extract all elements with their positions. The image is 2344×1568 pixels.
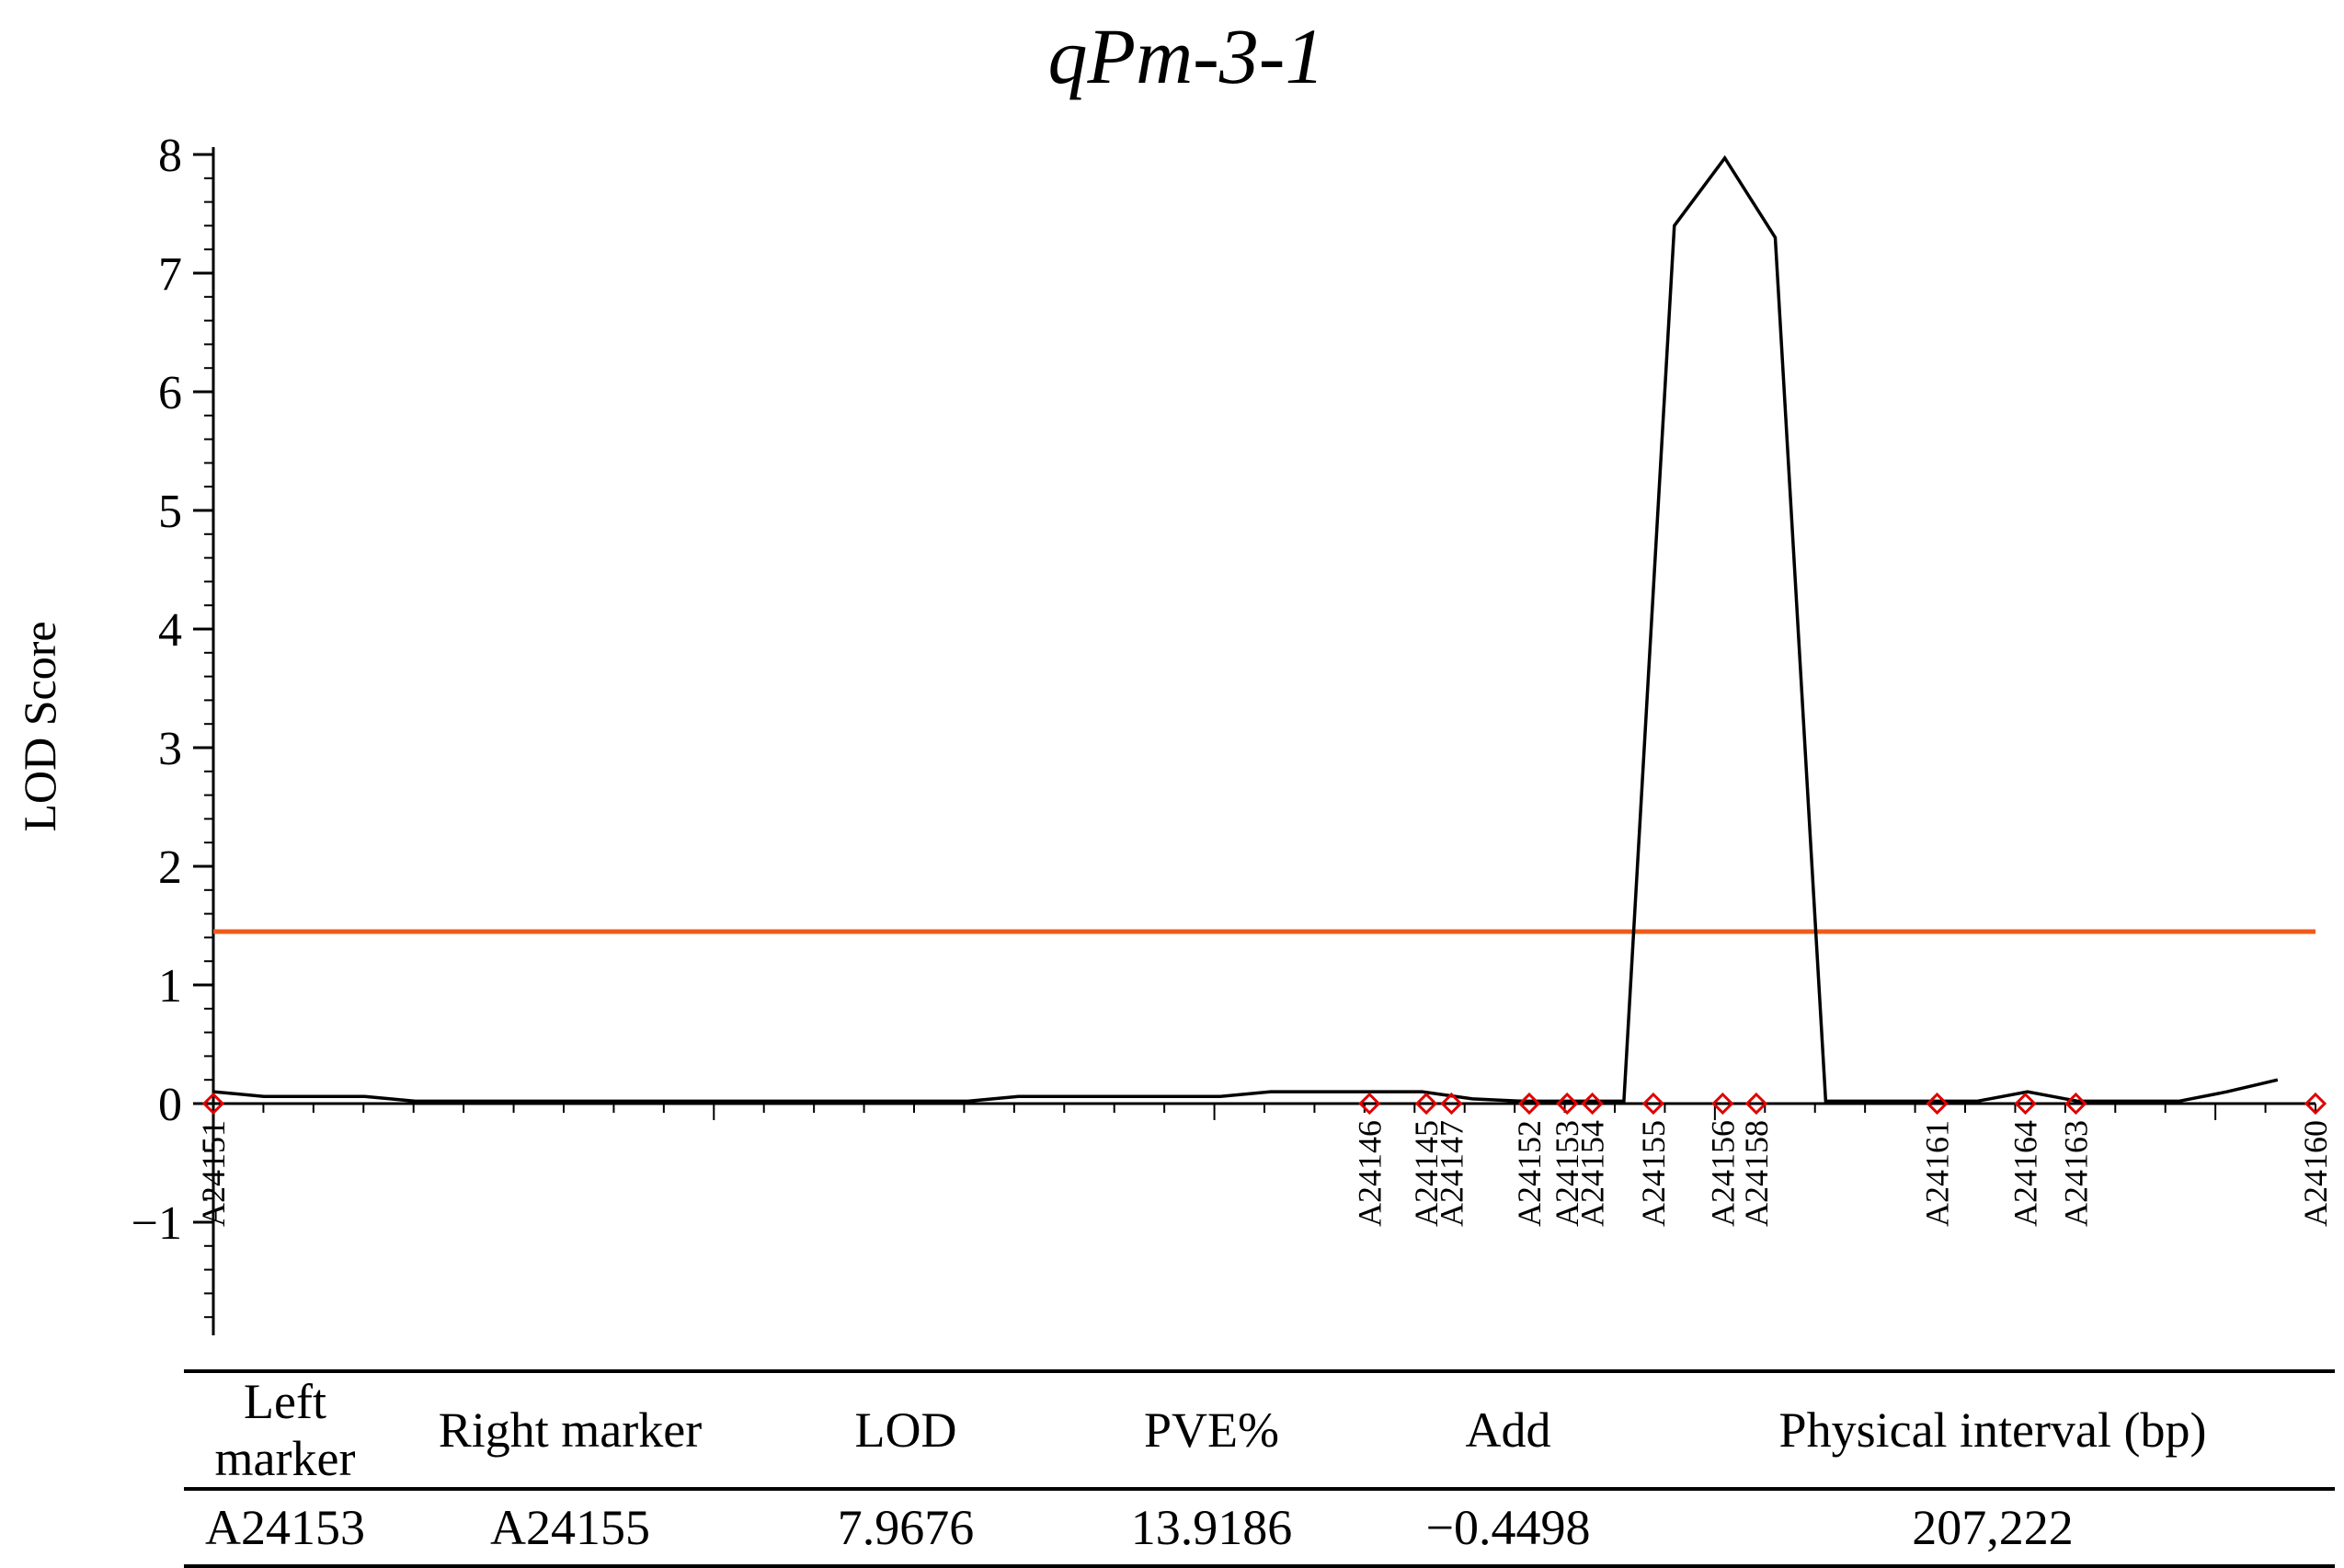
marker-label: A24161 — [1919, 1120, 1956, 1227]
y-tick-label: 8 — [158, 130, 182, 182]
chart-title: qPm-3-1 — [1048, 12, 1325, 100]
table-header-row: Left marker Right marker LOD PVE% Add Ph… — [184, 1371, 2335, 1489]
y-tick-label: 4 — [158, 604, 182, 657]
marker-label: A24152 — [1511, 1120, 1548, 1227]
marker-diamond — [1358, 1092, 1381, 1116]
cell-pve: 13.9186 — [1130, 1500, 1293, 1555]
cell-lod: 7.9676 — [837, 1500, 975, 1555]
cell-right-marker: A24155 — [490, 1500, 650, 1555]
marker-label: A24155 — [1635, 1120, 1672, 1227]
marker-label: A24160 — [2297, 1120, 2334, 1227]
marker-diamond — [2014, 1092, 2037, 1116]
y-tick-label: 2 — [158, 841, 182, 894]
marker-diamond — [201, 1092, 225, 1116]
marker-label: A24145 — [1408, 1120, 1445, 1227]
header-physical-interval: Physical interval (bp) — [1778, 1402, 2207, 1458]
marker-label: A24164 — [2007, 1120, 2044, 1227]
marker-diamond — [1414, 1092, 1438, 1116]
y-tick-label: 1 — [158, 960, 182, 1013]
marker-label: A24146 — [1351, 1120, 1388, 1227]
header-lod: LOD — [854, 1402, 957, 1458]
y-tick-label: −1 — [131, 1197, 182, 1250]
marker-label: A24156 — [1704, 1120, 1741, 1227]
marker-label: A24151 — [195, 1120, 232, 1227]
header-right-marker: Right marker — [438, 1402, 703, 1458]
header-left-marker: Left marker — [214, 1374, 356, 1486]
marker-diamond — [1744, 1092, 1768, 1116]
marker-diamond — [1926, 1092, 1949, 1116]
header-pve: PVE% — [1144, 1402, 1279, 1458]
marker-diamond — [1581, 1092, 1604, 1116]
y-tick-label: 3 — [158, 723, 182, 775]
y-tick-label: 7 — [158, 248, 182, 301]
marker-diamond — [1641, 1092, 1665, 1116]
header-add: Add — [1465, 1402, 1551, 1458]
marker-label: A24163 — [2057, 1120, 2094, 1227]
cell-physical-interval: 207,222 — [1912, 1500, 2074, 1555]
marker-diamond — [1517, 1092, 1541, 1116]
cell-add: −0.4498 — [1425, 1500, 1591, 1555]
marker-diamond — [2064, 1092, 2087, 1116]
cell-left-marker: A24153 — [205, 1500, 365, 1555]
lod-series-line — [212, 155, 2279, 1104]
marker-label: A24147 — [1433, 1120, 1469, 1227]
marker-label: A24158 — [1738, 1120, 1775, 1227]
y-tick-label: 5 — [158, 486, 182, 538]
y-axis-label: LOD Score — [14, 621, 65, 831]
marker-diamond — [1556, 1092, 1579, 1116]
table-row: A24153 A24155 7.9676 13.9186 −0.4498 207… — [184, 1489, 2335, 1566]
y-tick-label: 0 — [158, 1079, 182, 1131]
marker-label: A24153 — [1549, 1120, 1585, 1227]
y-tick-label: 6 — [158, 367, 182, 419]
marker-label: A24154 — [1574, 1120, 1611, 1227]
marker-diamond — [1440, 1092, 1463, 1116]
marker-diamond — [2304, 1092, 2327, 1116]
qtl-results-table: Left marker Right marker LOD PVE% Add Ph… — [184, 1369, 2335, 1568]
marker-diamond — [1711, 1092, 1734, 1116]
lod-chart: qPm-3-1 LOD Score 8 7 6 5 4 3 2 1 0 −1 A24151 A2414… — [14, 12, 2334, 1335]
